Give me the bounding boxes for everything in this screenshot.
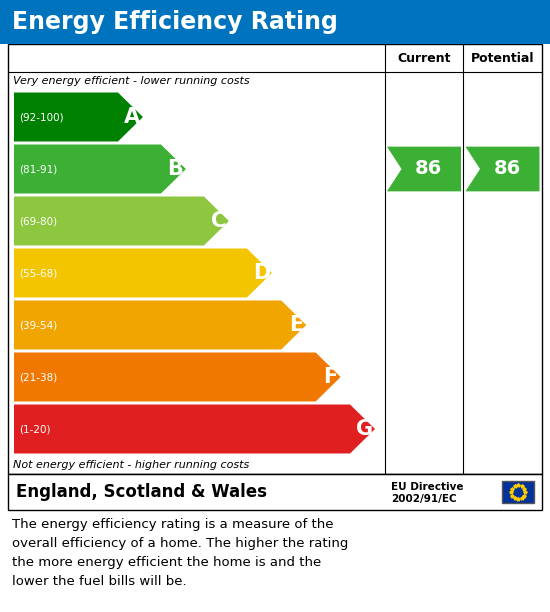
Polygon shape: [14, 196, 229, 245]
Text: A: A: [124, 107, 140, 127]
Text: Very energy efficient - lower running costs: Very energy efficient - lower running co…: [13, 76, 250, 86]
Text: F: F: [323, 367, 337, 387]
Text: (69-80): (69-80): [19, 216, 57, 226]
Text: (55-68): (55-68): [19, 268, 57, 278]
Bar: [8, 44, 542, 474]
Text: The energy efficiency rating is a measure of the
overall efficiency of a home. T: The energy efficiency rating is a measur…: [12, 518, 348, 588]
Text: EU Directive: EU Directive: [391, 482, 464, 491]
Polygon shape: [14, 300, 306, 349]
Polygon shape: [14, 353, 340, 401]
Text: B: B: [168, 159, 183, 179]
Text: E: E: [289, 315, 303, 335]
Text: (92-100): (92-100): [19, 112, 64, 122]
Polygon shape: [14, 248, 272, 297]
Text: Current: Current: [397, 51, 451, 64]
Text: England, Scotland & Wales: England, Scotland & Wales: [16, 483, 267, 501]
Polygon shape: [465, 147, 540, 192]
Text: C: C: [211, 211, 226, 231]
Text: D: D: [253, 263, 270, 283]
Text: 86: 86: [493, 160, 521, 179]
Polygon shape: [14, 405, 375, 453]
Text: (81-91): (81-91): [19, 164, 57, 174]
Text: (21-38): (21-38): [19, 372, 57, 382]
Text: Energy Efficiency Rating: Energy Efficiency Rating: [12, 10, 338, 34]
Text: Not energy efficient - higher running costs: Not energy efficient - higher running co…: [13, 460, 249, 469]
Text: (1-20): (1-20): [19, 424, 51, 434]
Polygon shape: [387, 147, 461, 192]
Text: (39-54): (39-54): [19, 320, 57, 330]
Polygon shape: [14, 92, 143, 141]
Bar: [0, 0, 550, 44]
Text: 2002/91/EC: 2002/91/EC: [391, 494, 456, 504]
Text: 86: 86: [415, 160, 442, 179]
Bar: [502, 481, 534, 503]
Polygon shape: [14, 144, 186, 193]
Bar: [8, 474, 542, 510]
Text: Potential: Potential: [471, 51, 534, 64]
Text: G: G: [356, 419, 373, 439]
